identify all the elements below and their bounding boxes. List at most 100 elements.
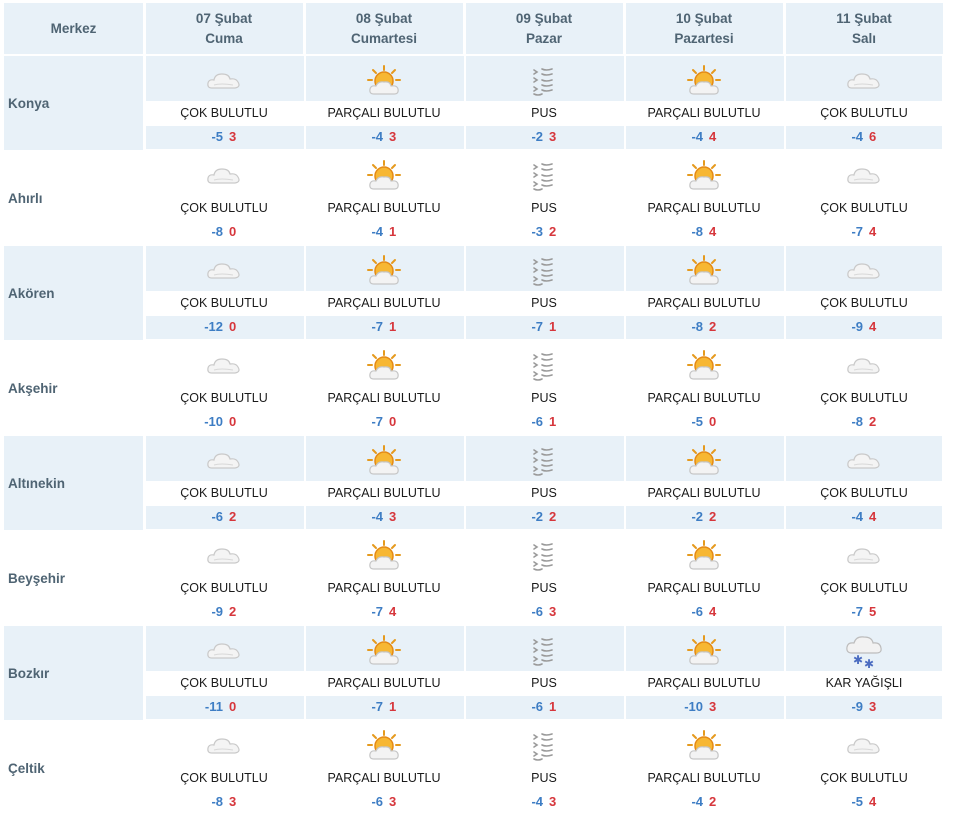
condition-label: PARÇALI BULUTLU <box>647 391 761 405</box>
cloudy-icon <box>145 61 303 101</box>
max-temp: 0 <box>389 414 397 429</box>
temperature-range: -10 0 <box>145 411 303 433</box>
temperature-range: -2 3 <box>465 126 623 148</box>
max-temp: 4 <box>869 319 877 334</box>
condition-label: ÇOK BULUTLU <box>180 771 268 785</box>
cloudy-icon <box>145 251 303 291</box>
min-temp: -4 <box>531 794 543 809</box>
forecast-cell: PARÇALI BULUTLU -10 3 <box>625 631 783 718</box>
condition-label: ÇOK BULUTLU <box>180 296 268 310</box>
max-temp: 3 <box>389 509 397 524</box>
haze-icon <box>465 536 623 576</box>
temperature-range: -8 2 <box>785 411 943 433</box>
max-temp: 2 <box>709 794 717 809</box>
cloudy-icon <box>785 251 943 291</box>
condition-label: ÇOK BULUTLU <box>820 106 908 120</box>
partly-cloudy-icon <box>625 251 783 291</box>
temperature-range: -2 2 <box>465 506 623 528</box>
condition-label: PUS <box>531 391 557 405</box>
temperature-range: -4 2 <box>625 791 783 813</box>
forecast-cell: PARÇALI BULUTLU -8 4 <box>625 156 783 243</box>
min-temp: -2 <box>691 509 703 524</box>
min-temp: -5 <box>851 794 863 809</box>
max-temp: 4 <box>709 224 717 239</box>
max-temp: 4 <box>709 129 717 144</box>
max-temp: 0 <box>229 319 237 334</box>
min-temp: -12 <box>204 319 223 334</box>
temperature-range: -6 4 <box>625 601 783 623</box>
temperature-range: -9 2 <box>145 601 303 623</box>
min-temp: -5 <box>691 414 703 429</box>
temperature-range: -11 0 <box>145 696 303 718</box>
max-temp: 2 <box>709 509 717 524</box>
temperature-range: -4 3 <box>465 791 623 813</box>
min-temp: -8 <box>851 414 863 429</box>
day-weekday: Pazartesi <box>674 30 734 46</box>
cloudy-icon <box>785 726 943 766</box>
max-temp: 2 <box>229 509 237 524</box>
partly-cloudy-icon <box>625 61 783 101</box>
temperature-range: -10 3 <box>625 696 783 718</box>
min-temp: -8 <box>211 224 223 239</box>
condition-label: PUS <box>531 106 557 120</box>
min-temp: -9 <box>851 699 863 714</box>
max-temp: 3 <box>389 794 397 809</box>
condition-label: ÇOK BULUTLU <box>180 676 268 690</box>
forecast-cell: ✱ ✱ KAR YAĞIŞLI -9 3 <box>785 631 943 718</box>
temperature-range: -6 1 <box>465 696 623 718</box>
partly-cloudy-icon <box>305 61 463 101</box>
row-band-bottom <box>145 126 942 149</box>
condition-label: PARÇALI BULUTLU <box>647 581 761 595</box>
max-temp: 6 <box>869 129 877 144</box>
temperature-range: -8 4 <box>625 221 783 243</box>
row-band-top <box>145 246 942 291</box>
day-weekday: Salı <box>851 30 876 46</box>
max-temp: 1 <box>549 699 557 714</box>
haze-icon <box>465 156 623 196</box>
city-name: Ahırlı <box>8 190 43 206</box>
forecast-cell: ÇOK BULUTLU -7 5 <box>785 536 943 623</box>
temperature-range: -5 0 <box>625 411 783 433</box>
forecast-cell: ÇOK BULUTLU -11 0 <box>145 631 303 718</box>
forecast-cell: PUS -2 3 <box>465 61 623 148</box>
forecast-cell: ÇOK BULUTLU -4 6 <box>785 61 943 148</box>
max-temp: 0 <box>229 224 237 239</box>
forecast-cell: PUS -3 2 <box>465 156 623 243</box>
min-temp: -7 <box>851 224 863 239</box>
temperature-range: -6 3 <box>305 791 463 813</box>
forecast-cell: ÇOK BULUTLU -8 2 <box>785 346 943 433</box>
condition-label: PARÇALI BULUTLU <box>647 771 761 785</box>
condition-label: KAR YAĞIŞLI <box>825 676 903 690</box>
temperature-range: -4 3 <box>305 506 463 528</box>
forecast-cell: ÇOK BULUTLU -5 3 <box>145 61 303 148</box>
haze-icon <box>465 346 623 386</box>
min-temp: -11 <box>204 699 223 714</box>
forecast-cell: PARÇALI BULUTLU -4 2 <box>625 726 783 813</box>
max-temp: 1 <box>389 699 397 714</box>
condition-label: ÇOK BULUTLU <box>820 771 908 785</box>
max-temp: 3 <box>229 794 237 809</box>
partly-cloudy-icon <box>625 156 783 196</box>
cloudy-icon <box>145 441 303 481</box>
min-temp: -8 <box>211 794 223 809</box>
city-name: Çeltik <box>8 760 45 776</box>
min-temp: -4 <box>851 509 863 524</box>
max-temp: 4 <box>869 224 877 239</box>
forecast-cell: PUS -7 1 <box>465 251 623 338</box>
min-temp: -6 <box>691 604 703 619</box>
haze-icon <box>465 61 623 101</box>
min-temp: -6 <box>531 414 543 429</box>
min-temp: -7 <box>851 604 863 619</box>
merkez-header: Merkez <box>4 3 143 54</box>
column-separator <box>304 0 306 817</box>
max-temp: 2 <box>709 319 717 334</box>
condition-label: PARÇALI BULUTLU <box>327 296 441 310</box>
day-date: 07 Şubat <box>195 10 253 26</box>
city-name: Beyşehir <box>8 570 66 586</box>
temperature-range: -9 3 <box>785 696 943 718</box>
min-temp: -7 <box>371 414 383 429</box>
day-date: 10 Şubat <box>675 10 733 26</box>
partly-cloudy-icon <box>625 441 783 481</box>
temperature-range: -12 0 <box>145 316 303 338</box>
